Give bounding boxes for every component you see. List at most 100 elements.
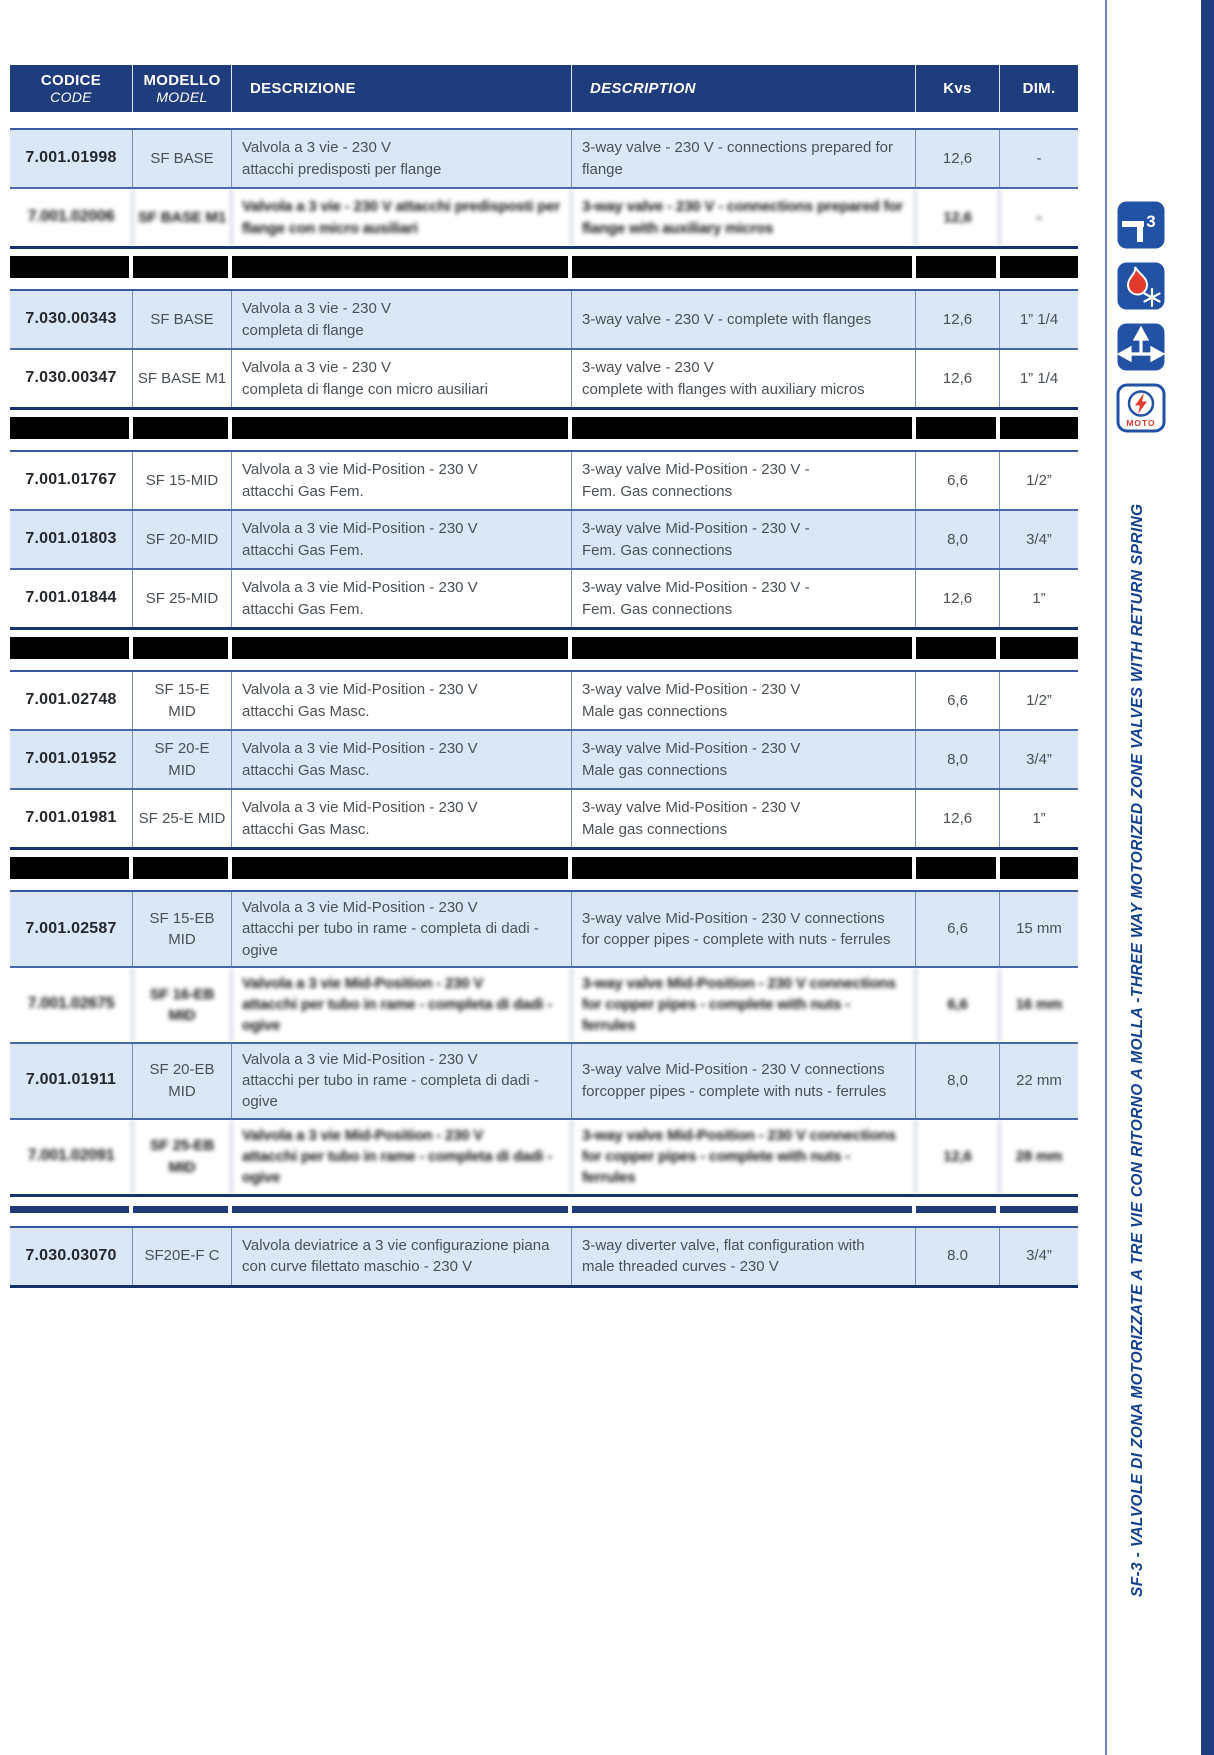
header-label: Kvs	[943, 80, 972, 97]
arrows-glyph	[1116, 325, 1166, 363]
separator-segment	[133, 637, 232, 659]
model-cell: SF 15-E MID	[133, 672, 232, 729]
separator-segment	[916, 857, 1000, 879]
vertical-title-english: THREE WAY MOTORIZED ZONE VALVES WITH RET…	[1129, 503, 1146, 997]
table-group: 7.030.03070 SF20E-F C Valvola deviatrice a…	[10, 1225, 1078, 1288]
description-it-cell: Valvola a 3 vie Mid-Position - 230 V atta…	[232, 452, 572, 509]
model-cell: SF 15-MID	[133, 452, 232, 509]
kvs-cell: 8.0	[916, 1227, 1000, 1285]
description-it-cell: Valvola a 3 vie - 230 V completa di flang…	[232, 291, 572, 348]
description-line: 3-way valve - 230 V - connections prepar…	[582, 198, 903, 216]
description-line: Valvola a 3 vie Mid-Position - 230 V	[242, 899, 478, 916]
description-line: Valvola a 3 vie Mid-Position - 230 V	[242, 579, 478, 597]
dim-cell: 1” 1/4	[1019, 369, 1059, 387]
description-en-cell: 3-way valve Mid-Position - 230 V - Fem. G…	[572, 570, 916, 627]
dim-cell: 1”	[1032, 589, 1046, 607]
description-line: Valvola a 3 vie - 230 V	[242, 300, 391, 318]
group-separator-band	[10, 417, 1078, 439]
header-label: CODICE	[40, 72, 102, 89]
separator-segment	[1000, 1205, 1078, 1213]
separator-segment	[10, 637, 133, 659]
dim-cell: 28 mm	[1015, 1147, 1063, 1165]
separator-segment	[232, 256, 572, 278]
model-line: MID	[168, 1158, 196, 1176]
description-line: male threaded curves - 230 V	[582, 1258, 779, 1276]
separator-segment	[232, 1205, 572, 1213]
model-line: MID	[168, 761, 196, 779]
separator-segment	[232, 637, 572, 659]
description-line: attacchi Gas Masc.	[242, 761, 370, 779]
model-line: SF BASE M1	[137, 369, 227, 387]
dim-cell: 1”	[1032, 809, 1046, 827]
dim-cell: 1” 1/4	[1019, 310, 1059, 328]
table-row: 7.001.01981 SF 25-E MID Valvola a 3 vie Mi…	[10, 788, 1078, 847]
dim-cell: 15 mm	[1016, 920, 1062, 938]
separator-segment	[10, 417, 133, 439]
separator-segment	[133, 256, 232, 278]
group-separator-band	[10, 256, 1078, 278]
product-table: CODICE CODE MODELLO MODEL DESCRIZIONE DESCRIP…	[10, 65, 1078, 1288]
description-line: attacchi Gas Fem.	[242, 600, 364, 618]
separator-segment	[232, 857, 572, 879]
model-line: MID	[168, 930, 196, 948]
description-line: 3-way valve Mid-Position - 230 V	[582, 799, 801, 817]
kvs-cell: 6,6	[916, 892, 1000, 966]
description-it-cell: Valvola deviatrice a 3 vie configurazion…	[232, 1227, 572, 1285]
kvs-cell: 12,6	[916, 189, 1000, 246]
description-line: Valvola a 3 vie Mid-Position - 230 V	[242, 1050, 478, 1068]
separator-segment	[572, 857, 916, 879]
kvs-cell: 12,6	[916, 350, 1000, 407]
flow-directions-icon	[1116, 323, 1166, 371]
separator-segment	[1000, 857, 1078, 879]
description-line: 3-way valve Mid-Position - 230 V	[582, 681, 801, 699]
description-line: for copper pipes - complete with nuts - …	[582, 996, 851, 1035]
model-line: SF 15-MID	[145, 471, 219, 489]
description-line: complete with flanges with auxiliary mic…	[582, 380, 865, 398]
code-cell: 7.001.02006	[10, 189, 133, 246]
table-row: 7.001.01767 SF 15-MID Valvola a 3 vie Mid-…	[10, 452, 1078, 509]
model-cell: SF 20-MID	[133, 511, 232, 568]
description-it-cell: Valvola a 3 vie Mid-Position - 230 V atta…	[232, 511, 572, 568]
kvs-cell: 12,6	[916, 1119, 1000, 1194]
description-line: flange with auxiliary micros	[582, 219, 774, 237]
separator-segment	[572, 637, 916, 659]
description-line: 3-way valve Mid-Position - 230 V connect…	[582, 909, 885, 927]
flame-glyph	[1126, 266, 1149, 296]
description-line: Valvola a 3 vie Mid-Position - 230 V	[242, 461, 478, 479]
description-line: Valvola a 3 vie - 230 V	[242, 139, 391, 157]
model-cell: SF20E-F C	[133, 1227, 232, 1285]
description-en-cell: 3-way valve - 230 V - connections prepar…	[572, 130, 916, 187]
header-cell-0: CODICE CODE	[10, 65, 133, 112]
page-edge-bar	[1201, 0, 1214, 1755]
kvs-cell: 12,6	[916, 291, 1000, 348]
model-cell: SF BASE	[133, 130, 232, 187]
description-line: Valvola a 3 vie Mid-Position - 230 V	[242, 974, 484, 992]
sidebar-icons: 3 MOTO	[1116, 200, 1166, 433]
separator-segment	[572, 256, 916, 278]
table-group: 7.001.02748 SF 15-E MID Valvola a 3 vie Mid…	[10, 670, 1078, 850]
dim-cell: 3/4”	[1026, 750, 1052, 768]
description-en-cell: 3-way valve Mid-Position - 230 V connect…	[572, 967, 916, 1042]
model-line: SF 20-MID	[145, 530, 219, 548]
code-cell: 7.001.01981	[10, 790, 133, 847]
vertical-title-italian: SF-3 - VALVOLE DI ZONA MOTORIZZATE A TRE…	[1129, 996, 1146, 1597]
kvs-cell: 8,0	[916, 1043, 1000, 1118]
description-line: Valvola a 3 vie Mid-Position - 230 V	[242, 1126, 484, 1144]
header-label: CODE	[50, 89, 92, 105]
group-separator-band	[10, 1205, 1078, 1213]
description-en-cell: 3-way valve Mid-Position - 230 V - Fem. G…	[572, 511, 916, 568]
description-line: Male gas connections	[582, 820, 728, 838]
separator-segment	[1000, 256, 1078, 278]
description-it-cell: Valvola a 3 vie Mid-Position - 230 V atta…	[232, 892, 572, 966]
table-row: 7.001.01844 SF 25-MID Valvola a 3 vie Mid-…	[10, 568, 1078, 627]
header-cell-3: DESCRIPTION	[572, 65, 916, 112]
description-line: Valvola a 3 vie - 230 V	[242, 359, 391, 377]
table-row: 7.001.01998 SF BASE Valvola a 3 vie - 230 …	[10, 130, 1078, 187]
heating-cooling-icon	[1117, 262, 1165, 310]
separator-segment	[133, 857, 232, 879]
kvs-cell: 8,0	[916, 511, 1000, 568]
table-header: CODICE CODE MODELLO MODEL DESCRIZIONE DESCRIP…	[10, 65, 1078, 112]
table-group: 7.001.02587 SF 15-EB MID Valvola a 3 vie Mi…	[10, 890, 1078, 1197]
model-line: SF 20-E	[154, 740, 210, 758]
separator-segment	[10, 857, 133, 879]
